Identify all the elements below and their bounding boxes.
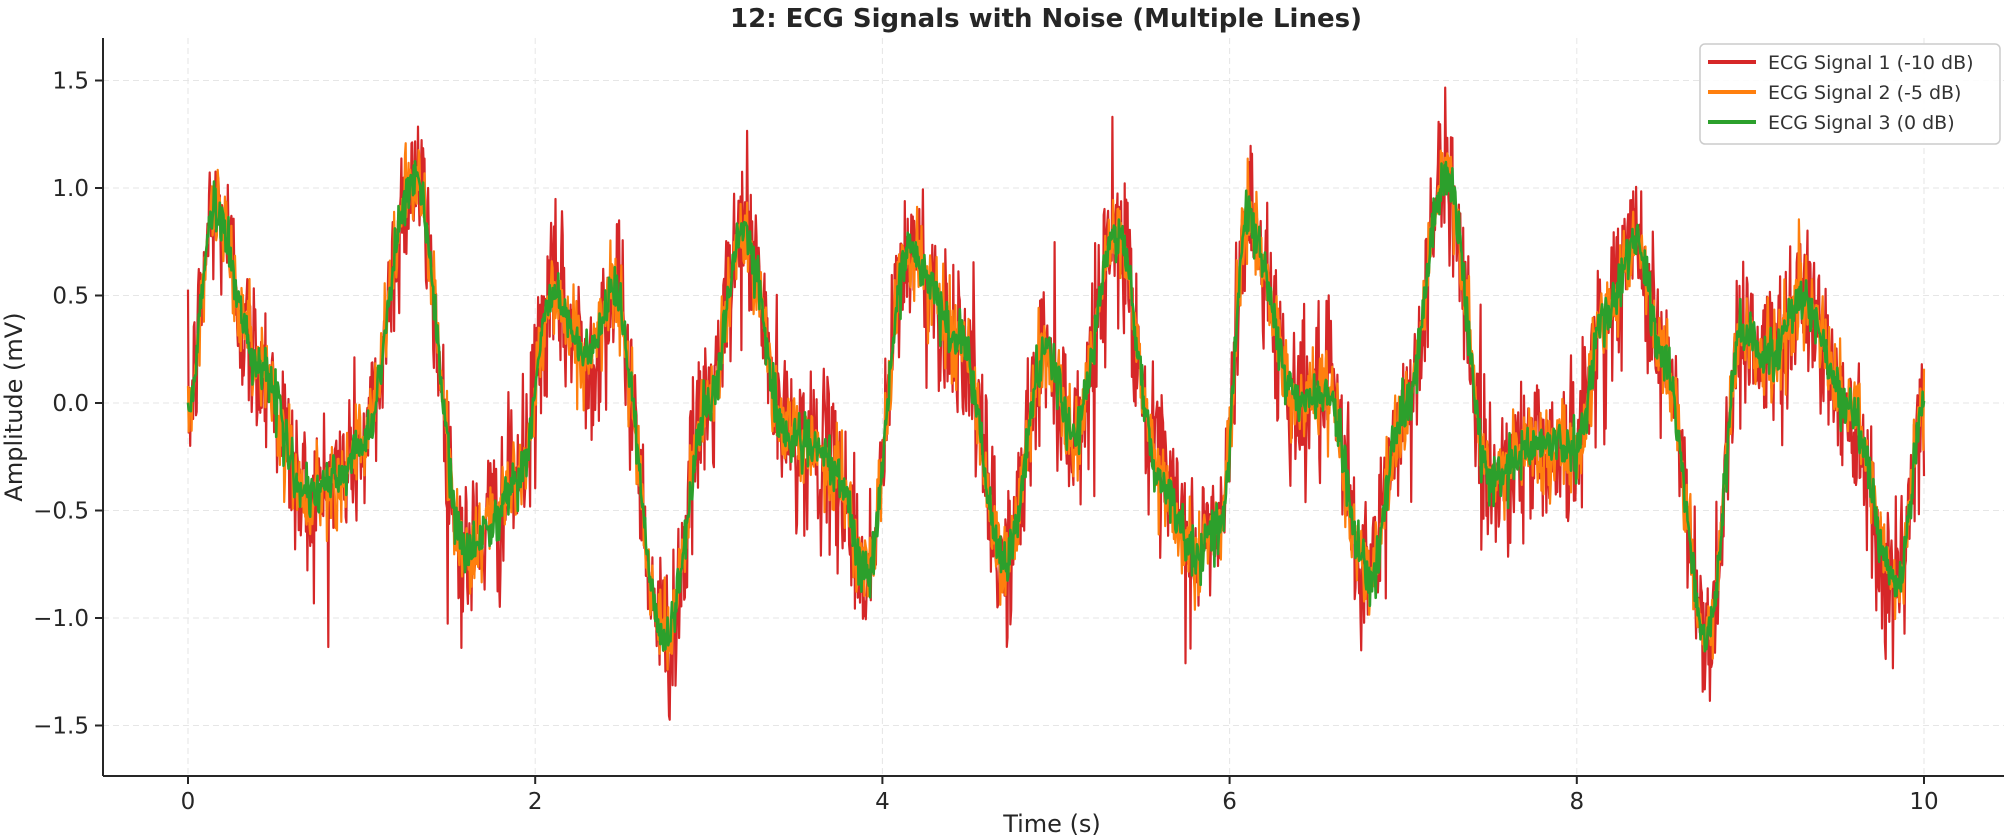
- y-tick-label: −1.0: [33, 606, 89, 632]
- series-group: [186, 86, 1926, 721]
- legend-label: ECG Signal 3 (0 dB): [1768, 112, 1955, 134]
- series-line: [186, 160, 1926, 653]
- legend-box: [1699, 43, 2001, 145]
- chart-title: 12: ECG Signals with Noise (Multiple Lin…: [730, 4, 1362, 34]
- axes: [102, 38, 2004, 777]
- x-tick-label: 2: [528, 789, 543, 815]
- y-axis-label: Amplitude (mV): [0, 312, 28, 501]
- x-tick-label: 4: [875, 789, 890, 815]
- x-tick-label: 6: [1222, 789, 1237, 815]
- y-tick-label: 0.5: [52, 284, 89, 310]
- x-ticks: 0 2 4 6 8 10: [181, 776, 1939, 815]
- x-tick-label: 10: [1909, 789, 1938, 815]
- y-tick-label: 0.0: [52, 391, 89, 417]
- x-axis-label: Time (s): [1002, 810, 1101, 837]
- x-tick-label: 0: [181, 789, 196, 815]
- legend-label: ECG Signal 2 (-5 dB): [1768, 82, 1961, 104]
- y-tick-label: −1.5: [33, 714, 89, 740]
- y-ticks: −1.5 −1.0 −0.5 0.0 0.5 1.0 1.5: [33, 69, 103, 740]
- legend-label: ECG Signal 1 (-10 dB): [1768, 52, 1974, 74]
- legend: ECG Signal 1 (-10 dB) ECG Signal 2 (-5 dB…: [1699, 43, 2001, 145]
- y-tick-label: 1.5: [52, 69, 89, 95]
- y-tick-label: −0.5: [33, 499, 89, 525]
- x-tick-label: 8: [1569, 789, 1584, 815]
- y-tick-label: 1.0: [52, 176, 89, 202]
